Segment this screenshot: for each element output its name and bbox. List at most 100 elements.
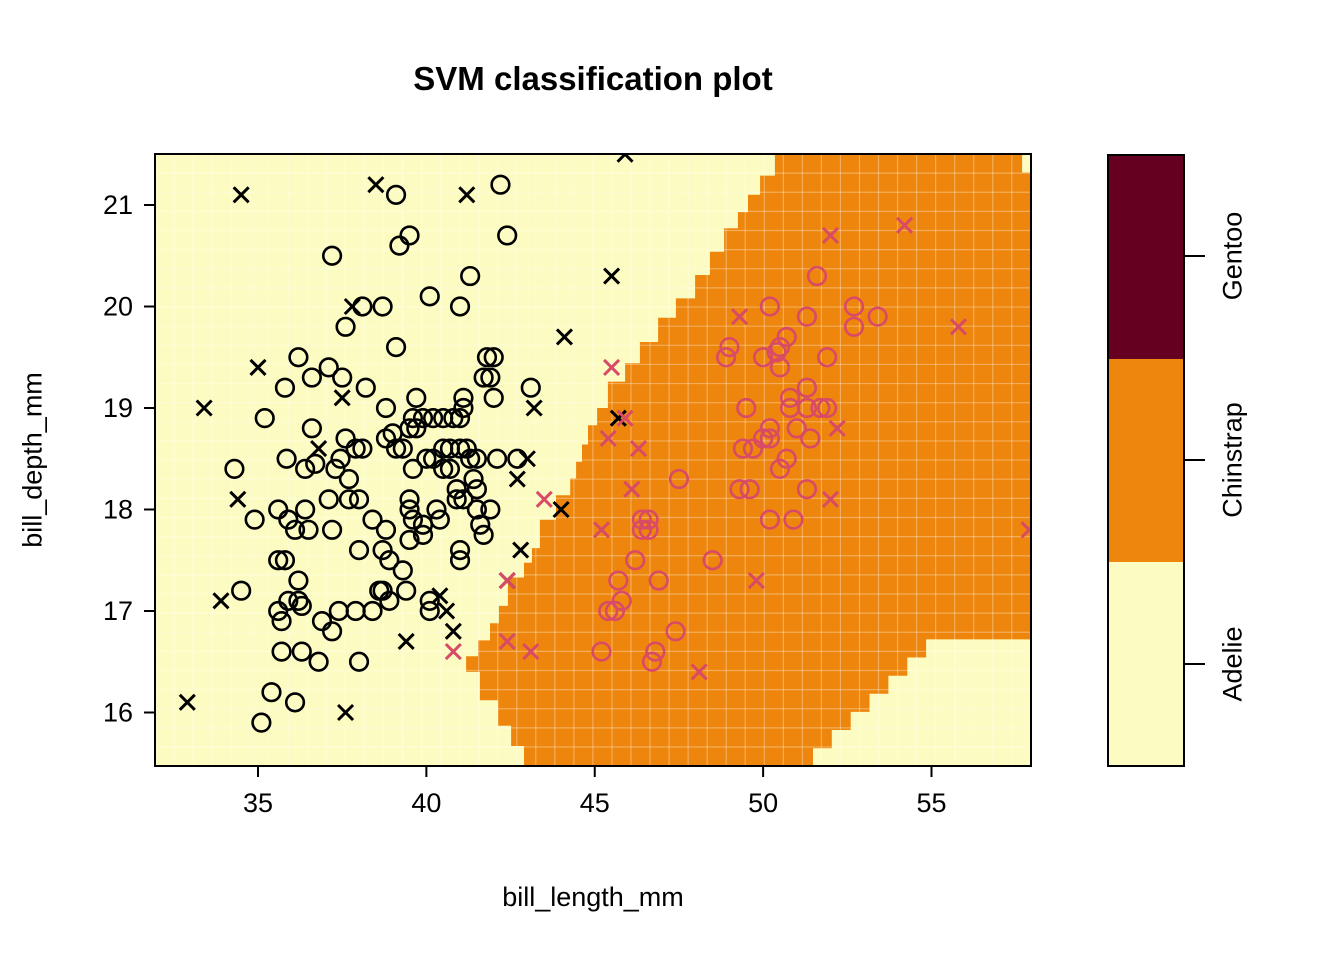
legend-label-adelie: Adelie bbox=[1217, 626, 1248, 702]
plot-title: SVM classification plot bbox=[413, 60, 773, 97]
data-point bbox=[288, 347, 309, 368]
data-point bbox=[460, 265, 481, 287]
data-point bbox=[298, 519, 319, 540]
support-vector-point bbox=[616, 409, 634, 427]
data-point bbox=[665, 621, 686, 642]
data-point bbox=[348, 651, 370, 672]
data-point bbox=[449, 438, 471, 459]
data-point bbox=[338, 468, 360, 490]
support-vector-point bbox=[498, 571, 516, 590]
data-point bbox=[338, 489, 360, 510]
data-point bbox=[453, 489, 474, 510]
data-point bbox=[330, 448, 351, 469]
data-point bbox=[385, 337, 407, 358]
data-point bbox=[412, 524, 434, 545]
data-point bbox=[476, 347, 498, 368]
data-point bbox=[261, 682, 282, 703]
data-point bbox=[591, 641, 612, 662]
support-vector-point bbox=[397, 632, 415, 651]
data-point bbox=[288, 590, 309, 611]
data-point bbox=[412, 408, 434, 429]
support-vector-point bbox=[444, 643, 462, 661]
data-point bbox=[638, 509, 659, 530]
data-point bbox=[645, 641, 666, 662]
series-chinstrap-support-vectors bbox=[444, 216, 1031, 681]
data-point bbox=[800, 428, 821, 449]
data-point bbox=[325, 458, 346, 480]
data-point bbox=[402, 509, 424, 530]
support-vector-point bbox=[949, 318, 968, 336]
data-point bbox=[332, 367, 353, 388]
data-point bbox=[449, 408, 471, 429]
data-point bbox=[301, 418, 322, 439]
decision-regions bbox=[155, 154, 1031, 766]
data-point bbox=[719, 337, 740, 358]
data-point bbox=[251, 712, 272, 733]
data-point bbox=[429, 509, 450, 530]
data-point bbox=[796, 306, 818, 327]
data-point bbox=[375, 519, 397, 540]
data-point bbox=[348, 539, 370, 561]
data-point bbox=[843, 316, 865, 337]
data-point bbox=[423, 408, 444, 429]
support-vector-point bbox=[498, 632, 516, 651]
x-tick-label: 55 bbox=[916, 788, 946, 818]
support-vector-point bbox=[1020, 521, 1031, 539]
data-point bbox=[385, 184, 407, 205]
support-vector-point bbox=[592, 521, 611, 539]
data-point bbox=[362, 509, 383, 530]
data-point bbox=[796, 397, 818, 419]
data-point bbox=[736, 397, 757, 419]
support-vector-point bbox=[895, 216, 914, 234]
y-tick-label: 17 bbox=[103, 596, 133, 626]
y-tick-label: 21 bbox=[103, 190, 133, 220]
data-point bbox=[335, 428, 356, 449]
data-point bbox=[318, 489, 339, 510]
data-point bbox=[268, 499, 289, 520]
series-adelie bbox=[224, 174, 541, 733]
data-point bbox=[520, 377, 541, 398]
data-point bbox=[598, 600, 619, 622]
data-point bbox=[399, 529, 420, 551]
axis-ticks bbox=[144, 204, 933, 777]
data-point bbox=[224, 458, 245, 480]
data-point bbox=[419, 286, 440, 307]
data-point bbox=[345, 438, 366, 459]
support-vector-point bbox=[178, 693, 196, 711]
data-point bbox=[375, 397, 397, 419]
data-point bbox=[463, 468, 484, 490]
support-vector-point bbox=[310, 440, 328, 458]
prediction-grid bbox=[155, 154, 1031, 766]
legend-label-chinstrap: Chinstrap bbox=[1217, 402, 1248, 518]
data-point bbox=[271, 641, 292, 662]
data-point bbox=[759, 428, 780, 449]
data-point bbox=[291, 641, 312, 662]
y-tick-label: 19 bbox=[103, 393, 133, 423]
plot-border bbox=[154, 153, 1032, 767]
data-point bbox=[466, 448, 487, 469]
data-point bbox=[288, 570, 309, 591]
data-point bbox=[372, 539, 393, 561]
data-point bbox=[480, 499, 501, 520]
support-vector-point bbox=[525, 399, 543, 417]
data-point bbox=[739, 479, 760, 500]
data-point bbox=[372, 296, 393, 317]
data-point bbox=[769, 337, 791, 358]
y-tick-label: 16 bbox=[103, 698, 133, 728]
data-point bbox=[843, 296, 865, 317]
support-vector-point bbox=[730, 308, 749, 326]
data-point bbox=[301, 367, 322, 388]
data-point bbox=[817, 347, 838, 368]
legend-colorbar bbox=[1107, 154, 1185, 767]
data-point bbox=[783, 509, 804, 530]
data-point bbox=[348, 489, 370, 510]
data-point bbox=[274, 377, 296, 398]
x-axis-label: bill_length_mm bbox=[502, 882, 684, 912]
data-point bbox=[406, 387, 427, 408]
data-point bbox=[668, 468, 690, 490]
data-point bbox=[769, 357, 791, 378]
y-axis-label: bill_depth_mm bbox=[17, 372, 48, 548]
data-point bbox=[776, 326, 797, 348]
support-vector-point bbox=[629, 440, 648, 458]
